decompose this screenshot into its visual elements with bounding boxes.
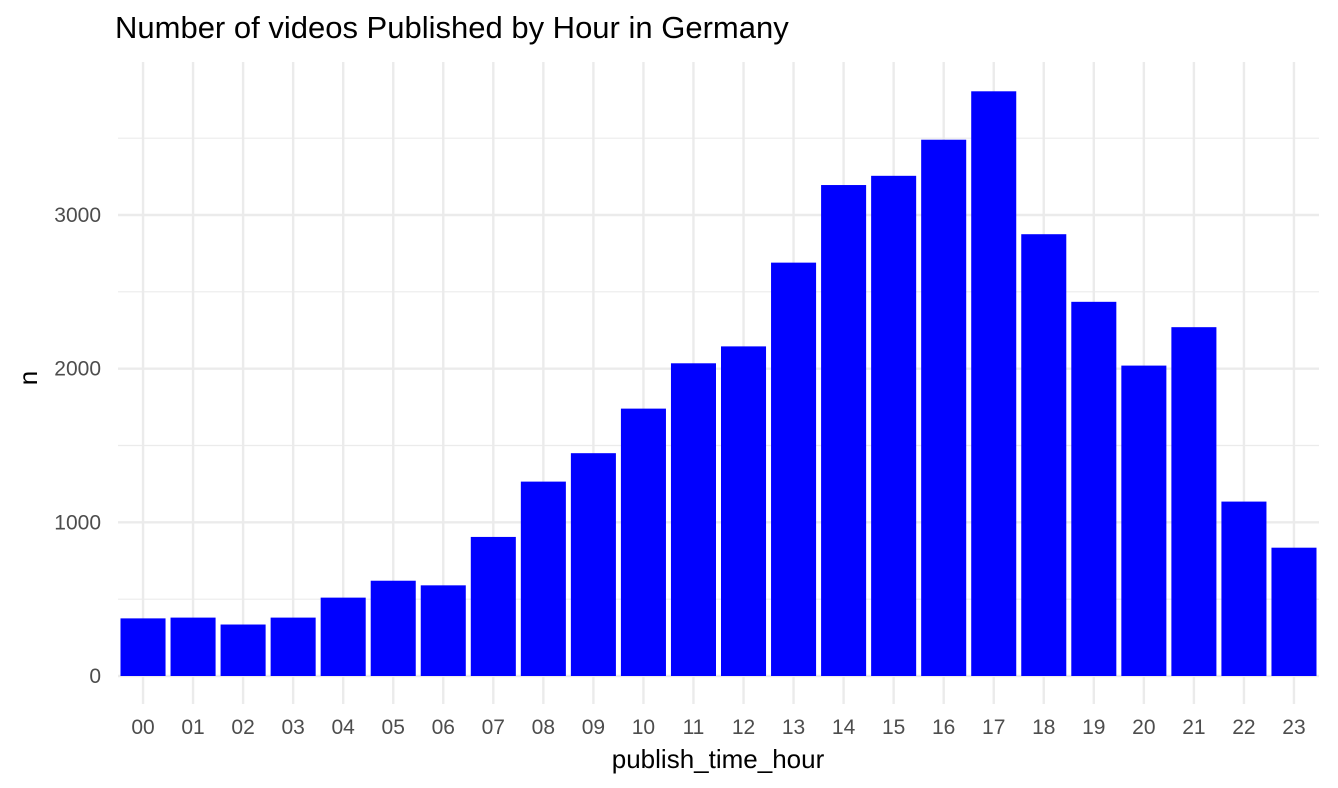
bar-00 bbox=[120, 618, 166, 676]
x-tick-label: 19 bbox=[1082, 716, 1105, 739]
x-tick-label: 18 bbox=[1032, 716, 1055, 739]
y-tick-label: 1000 bbox=[54, 511, 101, 534]
bar-08 bbox=[520, 481, 566, 676]
x-tick-label: 09 bbox=[582, 716, 605, 739]
bar-09 bbox=[570, 453, 616, 676]
y-axis-title: n bbox=[13, 371, 43, 385]
x-tick-label: 05 bbox=[382, 716, 405, 739]
x-tick-label: 14 bbox=[832, 716, 856, 739]
bar-05 bbox=[370, 580, 416, 676]
bars bbox=[120, 91, 1317, 677]
y-axis-ticks: 0 1000 2000 3000 bbox=[54, 204, 101, 688]
bar-20 bbox=[1121, 365, 1167, 676]
bar-12 bbox=[721, 346, 767, 676]
bar-13 bbox=[771, 262, 817, 676]
x-tick-label: 11 bbox=[683, 716, 705, 739]
y-tick-label: 3000 bbox=[54, 204, 101, 227]
bar-02 bbox=[220, 624, 266, 676]
x-tick-label: 06 bbox=[432, 716, 455, 739]
x-tick-label: 17 bbox=[982, 716, 1005, 739]
bar-22 bbox=[1221, 501, 1267, 676]
x-tick-label: 01 bbox=[181, 716, 204, 739]
x-tick-label: 07 bbox=[482, 716, 505, 739]
bar-03 bbox=[270, 617, 316, 676]
x-tick-label: 15 bbox=[882, 716, 905, 739]
bar-11 bbox=[670, 363, 716, 676]
bar-14 bbox=[821, 185, 867, 676]
bar-01 bbox=[170, 617, 216, 676]
x-tick-label: 13 bbox=[782, 716, 805, 739]
bar-19 bbox=[1071, 301, 1117, 676]
y-tick-label: 0 bbox=[89, 665, 101, 688]
bar-07 bbox=[470, 536, 516, 676]
x-tick-label: 23 bbox=[1282, 716, 1305, 739]
bar-06 bbox=[420, 585, 466, 676]
x-tick-label: 20 bbox=[1132, 716, 1155, 739]
x-tick-label: 21 bbox=[1182, 716, 1205, 739]
x-tick-label: 08 bbox=[532, 716, 555, 739]
bar-23 bbox=[1271, 547, 1317, 676]
x-tick-label: 10 bbox=[632, 716, 655, 739]
bar-10 bbox=[620, 408, 666, 676]
bar-04 bbox=[320, 597, 366, 676]
x-axis-ticks: 00 01 02 03 04 05 06 07 08 09 10 11 12 13 14 15 16 17 18 19… bbox=[131, 716, 1305, 739]
x-tick-label: 04 bbox=[332, 716, 356, 739]
bar-18 bbox=[1021, 234, 1067, 677]
bar-21 bbox=[1171, 327, 1217, 676]
x-tick-label: 03 bbox=[281, 716, 304, 739]
x-tick-label: 16 bbox=[932, 716, 955, 739]
x-tick-label: 02 bbox=[231, 716, 254, 739]
x-tick-label: 22 bbox=[1232, 716, 1255, 739]
y-tick-label: 2000 bbox=[54, 358, 101, 381]
chart-title: Number of videos Published by Hour in Ge… bbox=[115, 10, 789, 45]
x-tick-label: 12 bbox=[732, 716, 755, 739]
x-tick-label: 00 bbox=[131, 716, 154, 739]
bar-17 bbox=[971, 91, 1017, 676]
x-axis-title: publish_time_hour bbox=[612, 744, 825, 774]
bar-16 bbox=[921, 139, 967, 676]
bar-15 bbox=[871, 175, 917, 676]
